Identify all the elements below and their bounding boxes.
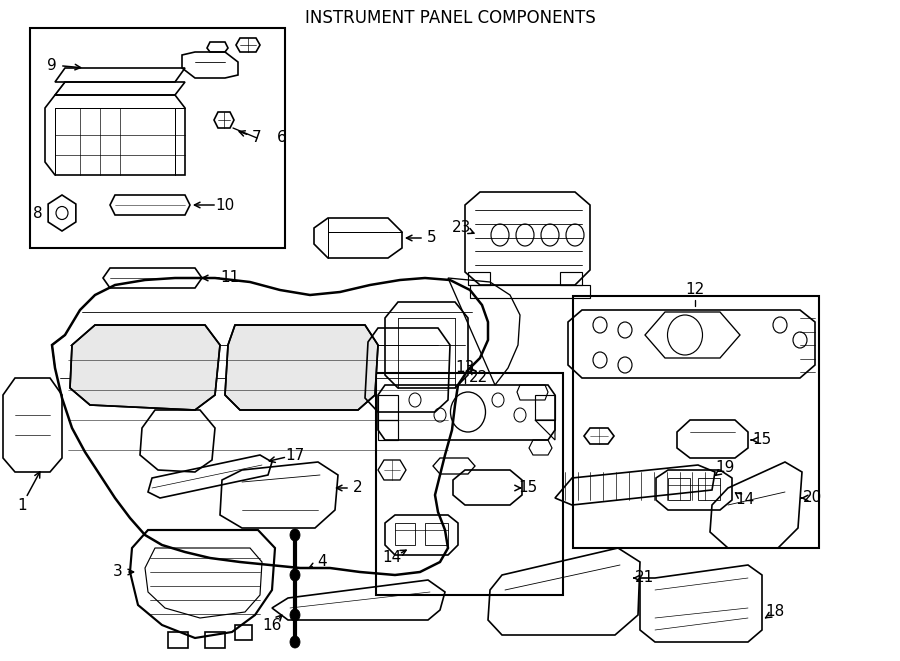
Text: 5: 5: [428, 231, 436, 245]
Text: 12: 12: [686, 282, 705, 297]
Text: 8: 8: [33, 206, 43, 221]
Bar: [573, 296, 819, 548]
Polygon shape: [70, 325, 220, 410]
Polygon shape: [225, 325, 378, 410]
Text: 14: 14: [382, 551, 401, 566]
Text: 15: 15: [752, 432, 771, 447]
Text: 15: 15: [518, 481, 537, 496]
Text: 13: 13: [455, 360, 474, 375]
Text: 9: 9: [47, 58, 57, 73]
Text: 3: 3: [113, 564, 123, 580]
Text: 2: 2: [353, 481, 363, 496]
Text: 23: 23: [453, 221, 472, 235]
Ellipse shape: [290, 609, 300, 621]
Bar: [376, 373, 563, 595]
Text: 6: 6: [277, 130, 287, 145]
Text: 18: 18: [765, 605, 785, 619]
Bar: [30, 28, 285, 248]
Text: 17: 17: [285, 447, 304, 463]
Text: 1: 1: [17, 498, 27, 512]
Text: 22: 22: [468, 371, 488, 385]
Ellipse shape: [290, 569, 300, 581]
Ellipse shape: [290, 529, 300, 541]
Ellipse shape: [290, 636, 300, 648]
Text: INSTRUMENT PANEL COMPONENTS: INSTRUMENT PANEL COMPONENTS: [304, 9, 596, 27]
Text: 4: 4: [317, 555, 327, 570]
Text: 14: 14: [735, 492, 754, 508]
Text: 19: 19: [716, 461, 734, 475]
Text: 20: 20: [803, 490, 822, 506]
Text: 10: 10: [215, 198, 235, 212]
Text: 7: 7: [252, 130, 262, 145]
Text: 21: 21: [635, 570, 654, 586]
Text: 11: 11: [220, 270, 239, 286]
Text: 16: 16: [262, 617, 282, 633]
